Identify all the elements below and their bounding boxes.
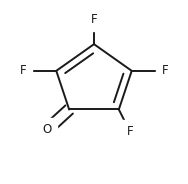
Text: F: F [91, 13, 97, 26]
Text: F: F [127, 125, 133, 138]
Text: F: F [161, 64, 168, 77]
Text: O: O [42, 123, 52, 136]
Text: F: F [20, 64, 27, 77]
